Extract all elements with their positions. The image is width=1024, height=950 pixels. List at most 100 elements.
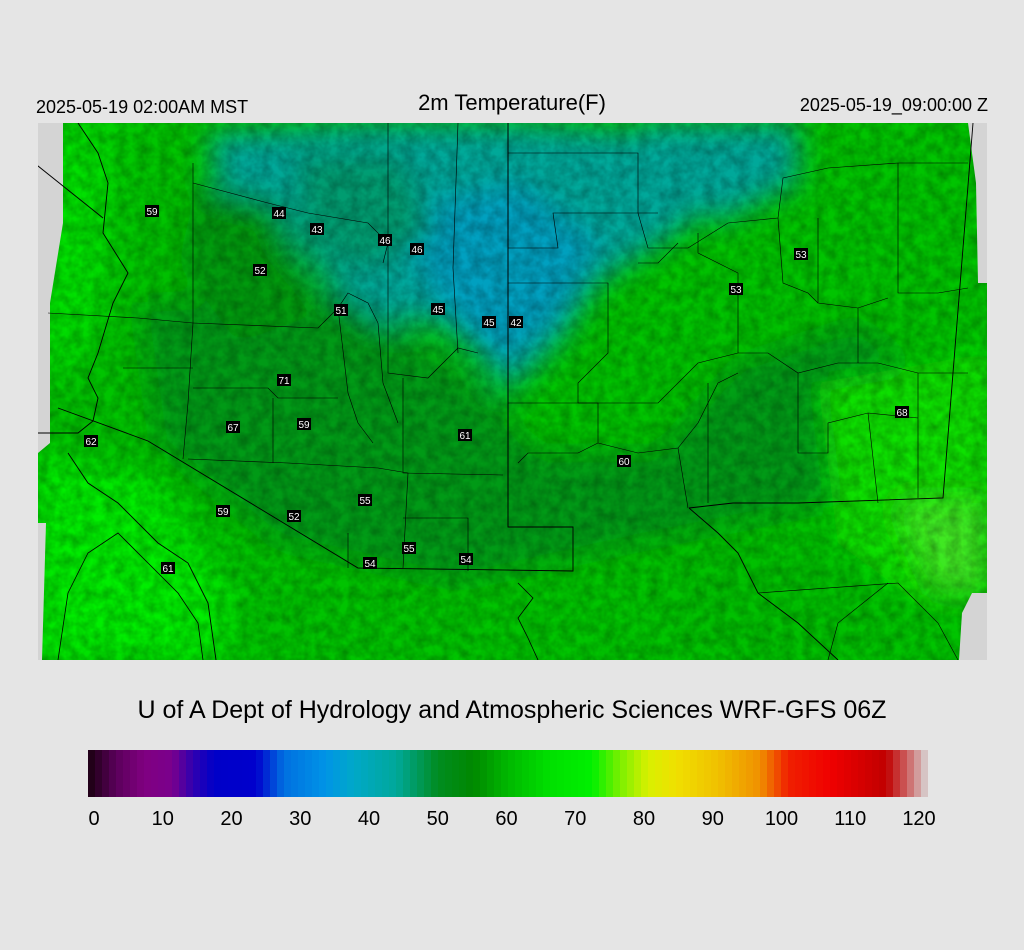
- colorbar-segment: [116, 750, 124, 797]
- colorbar-segment: [788, 750, 796, 797]
- station-temp-label: 60: [618, 457, 630, 468]
- colorbar-segment: [200, 750, 208, 797]
- colorbar-segment: [508, 750, 516, 797]
- colorbar-segment: [445, 750, 453, 797]
- river-border: [517, 582, 539, 660]
- colorbar-ticks: 0 10 20 30 40 50 60 70 80 90 100 110 120: [0, 808, 1024, 838]
- station-temp-label: 53: [730, 285, 742, 296]
- colorbar: [88, 750, 928, 797]
- colorbar-segment: [284, 750, 292, 797]
- colorbar-segment: [627, 750, 635, 797]
- colorbar-segment: [347, 750, 355, 797]
- station-temp-label: 71: [278, 376, 290, 387]
- colorbar-segment: [95, 750, 103, 797]
- station-temp-label: 52: [254, 266, 266, 277]
- station-marker-box: [145, 205, 159, 217]
- colorbar-segment: [158, 750, 166, 797]
- colorbar-segment: [277, 750, 285, 797]
- colorbar-segment: [207, 750, 215, 797]
- colorbar-segment: [102, 750, 110, 797]
- colorbar-segment: [795, 750, 803, 797]
- colorbar-segment: [109, 750, 117, 797]
- colorbar-segment: [746, 750, 754, 797]
- colorbar-segment: [613, 750, 621, 797]
- colorbar-tick-label: 40: [357, 808, 381, 830]
- colorbar-segment: [137, 750, 145, 797]
- colorbar-segment: [837, 750, 845, 797]
- colorbar-segment: [130, 750, 138, 797]
- colorbar-segment: [704, 750, 712, 797]
- station-marker: 44: [272, 207, 286, 220]
- station-marker: 59: [145, 205, 159, 218]
- station-temp-label: 51: [335, 306, 347, 317]
- colorbar-segment: [179, 750, 187, 797]
- station-marker: 45: [431, 303, 445, 316]
- station-marker-box: [297, 418, 311, 430]
- colorbar-segment: [340, 750, 348, 797]
- colorbar-segment: [326, 750, 334, 797]
- colorbar-segment: [872, 750, 880, 797]
- colorbar-segment: [760, 750, 768, 797]
- colorbar-tick-label: 80: [632, 808, 656, 830]
- colorbar-segment: [571, 750, 579, 797]
- colorbar-segment: [879, 750, 887, 797]
- station-temp-label: 45: [432, 305, 444, 316]
- colorbar-segment: [417, 750, 425, 797]
- colorbar-segment: [263, 750, 271, 797]
- colorbar-segment: [529, 750, 537, 797]
- colorbar-segment: [424, 750, 432, 797]
- station-temp-label: 42: [510, 318, 522, 329]
- station-marker-box: [253, 264, 267, 276]
- station-temp-label: 52: [288, 512, 300, 523]
- colorbar-segment: [389, 750, 397, 797]
- colorbar-segment: [172, 750, 180, 797]
- station-marker: 46: [378, 234, 392, 247]
- colorbar-tick-label: 60: [495, 808, 518, 830]
- colorbar-segment: [662, 750, 670, 797]
- station-temp-label: 53: [795, 250, 807, 261]
- station-temp-label: 61: [162, 564, 174, 575]
- colorbar-segment: [711, 750, 719, 797]
- colorbar-segment: [354, 750, 362, 797]
- colorbar-segment: [550, 750, 558, 797]
- colorbar-segment: [599, 750, 607, 797]
- station-marker: 54: [363, 557, 377, 570]
- colorbar-segment: [592, 750, 600, 797]
- colorbar-segment: [452, 750, 460, 797]
- temperature-map: 59 44 43 46 46 52 51 45 45 42 53 53 71 67 59 61 62 60 68 55…: [38, 123, 987, 660]
- colorbar-segment: [235, 750, 243, 797]
- station-marker: 60: [617, 455, 631, 468]
- colorbar-segment: [305, 750, 313, 797]
- station-marker-box: [431, 303, 445, 315]
- colorbar-tick-label: 0: [88, 808, 100, 830]
- station-temp-label: 59: [146, 207, 158, 218]
- colorbar-segment: [823, 750, 831, 797]
- colorbar-segment: [536, 750, 544, 797]
- colorbar-segment: [375, 750, 383, 797]
- colorbar-segment: [396, 750, 404, 797]
- colorbar-segment: [690, 750, 698, 797]
- colorbar-segment: [781, 750, 789, 797]
- colorbar-tick-label: 20: [220, 808, 243, 830]
- station-marker: 61: [161, 562, 175, 575]
- colorbar-segment: [767, 750, 775, 797]
- colorbar-segment: [907, 750, 915, 797]
- colorbar-segment: [361, 750, 369, 797]
- station-temp-label: 68: [896, 408, 908, 419]
- station-marker-box: [458, 429, 472, 441]
- colorbar-segment: [459, 750, 467, 797]
- credit-line: U of A Dept of Hydrology and Atmospheric…: [137, 696, 887, 724]
- station-marker: 62: [84, 435, 98, 448]
- station-marker: 52: [253, 264, 267, 277]
- colorbar-tick-label: 70: [564, 808, 587, 830]
- station-marker: 59: [297, 418, 311, 431]
- station-temp-label: 55: [359, 496, 371, 507]
- station-marker-box: [226, 421, 240, 433]
- colorbar-segment: [634, 750, 642, 797]
- coastline: [57, 532, 204, 660]
- station-marker-box: [358, 494, 372, 506]
- colorbar-segment: [620, 750, 628, 797]
- colorbar-segment: [732, 750, 740, 797]
- colorbar-segment: [473, 750, 481, 797]
- station-marker-box: [410, 243, 424, 255]
